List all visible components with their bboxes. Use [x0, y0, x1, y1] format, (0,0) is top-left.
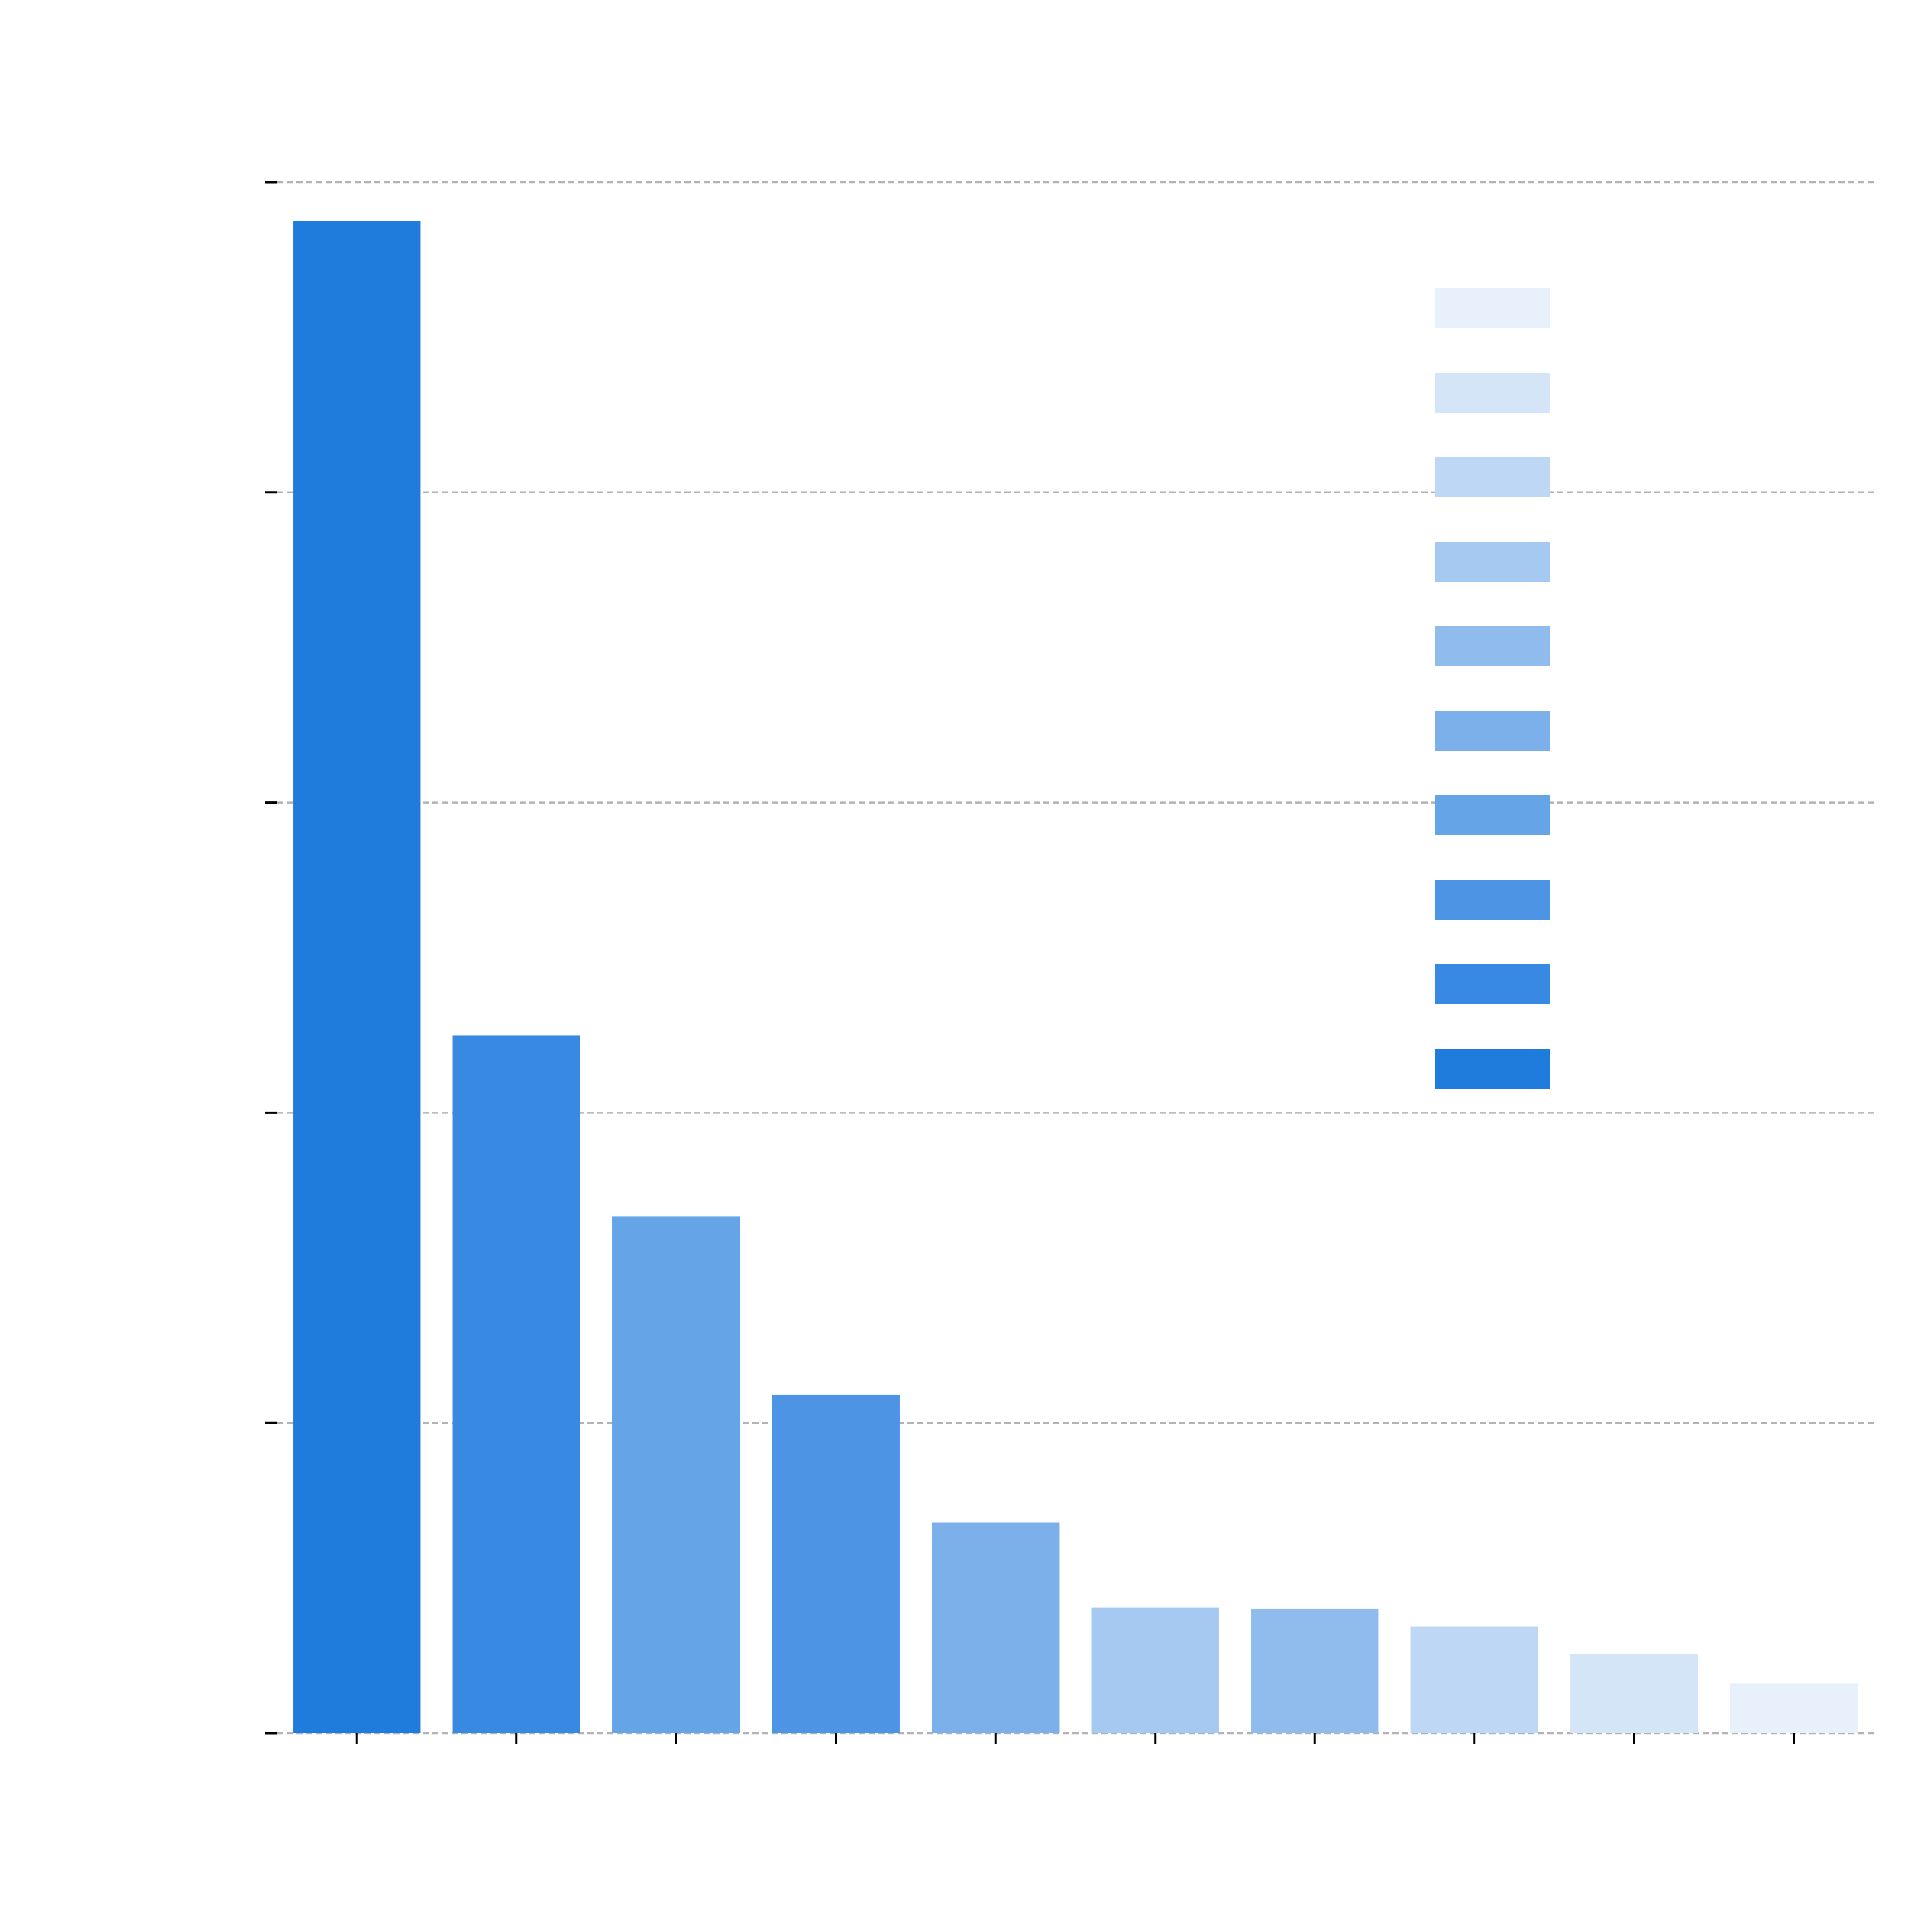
y-axis: [265, 181, 277, 1735]
legend-swatch-8: [1435, 880, 1550, 920]
legend-swatch-1: [1435, 288, 1550, 328]
legend-swatch-5: [1435, 626, 1550, 666]
bar-7: [1251, 1608, 1379, 1733]
bar-4: [772, 1394, 900, 1733]
legend: [1435, 288, 1550, 1089]
bar-10: [1730, 1683, 1858, 1733]
legend-swatch-7: [1435, 795, 1550, 835]
x-axis: [355, 1733, 1795, 1744]
bar-2: [452, 1035, 580, 1733]
bar-1: [293, 220, 421, 1733]
bar-3: [612, 1216, 740, 1733]
bars: [293, 220, 1858, 1733]
bar-9: [1570, 1654, 1698, 1733]
bar-6: [1091, 1607, 1219, 1733]
legend-swatch-3: [1435, 457, 1550, 497]
legend-swatch-9: [1435, 964, 1550, 1004]
legend-swatch-6: [1435, 711, 1550, 751]
bar-8: [1410, 1626, 1538, 1733]
legend-swatch-4: [1435, 542, 1550, 582]
bar-5: [932, 1522, 1060, 1733]
legend-swatch-2: [1435, 373, 1550, 413]
legend-swatch-10: [1435, 1049, 1550, 1089]
